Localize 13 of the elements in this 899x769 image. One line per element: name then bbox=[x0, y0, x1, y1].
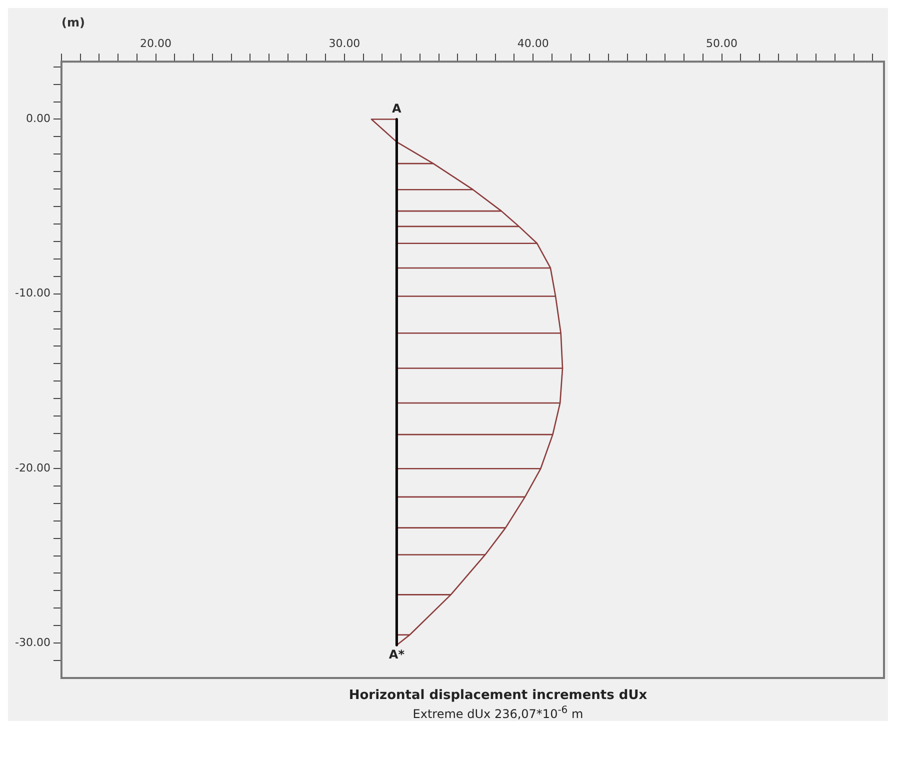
x-tick-label: 30.00 bbox=[328, 36, 360, 50]
x-tick-label: 40.00 bbox=[517, 36, 549, 50]
text: Horizontal displacement increments dUx bbox=[348, 688, 648, 703]
x-tick-label: 20.00 bbox=[140, 36, 172, 50]
y-tick-label: -30.00 bbox=[14, 636, 50, 649]
annotation: A bbox=[392, 101, 402, 116]
x-axis-title: (m) bbox=[61, 15, 85, 30]
annotation: A* bbox=[388, 647, 406, 662]
y-tick-label: -20.00 bbox=[14, 461, 50, 474]
y-tick-label: 0.00 bbox=[26, 112, 50, 126]
y-tick-label: -10.00 bbox=[14, 286, 50, 300]
x-tick-label: 50.00 bbox=[706, 36, 738, 50]
text: Extreme dUx 236,07*10$^{-6}$ m bbox=[412, 705, 584, 721]
